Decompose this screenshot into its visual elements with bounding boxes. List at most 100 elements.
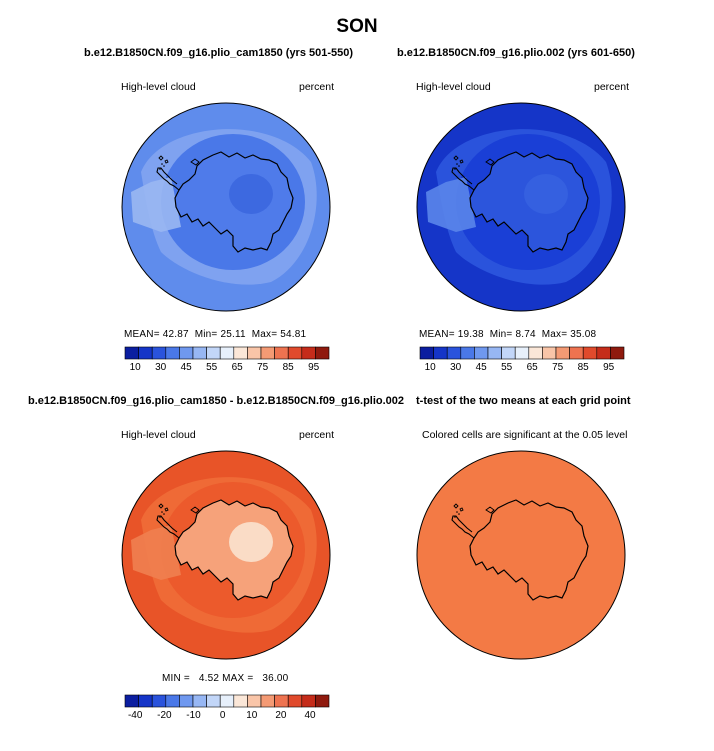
colorbar-swatch [287, 694, 303, 708]
colorbar-tick-label: 10 [130, 362, 142, 373]
island-coastline [164, 159, 169, 164]
antarctic-peninsula-coastline [451, 167, 475, 191]
panel2-max-value: 35.08 [570, 329, 597, 340]
colorbar-tick-label: 55 [501, 362, 513, 373]
colorbar-tick-label: -20 [157, 710, 172, 721]
island-dot [163, 165, 165, 167]
map-border [121, 102, 331, 312]
panel2-max-label: Max= [541, 329, 568, 340]
island-coastline [190, 158, 200, 166]
island-coastline [485, 506, 495, 514]
antarctica-coastline [174, 499, 294, 601]
colorbar-swatch [610, 346, 625, 360]
colorbar-swatch [179, 694, 194, 708]
island-dot [161, 511, 163, 513]
colorbar-swatch [138, 694, 153, 708]
colorbar-swatch [151, 694, 167, 708]
colorbar-swatch [514, 346, 530, 360]
panel2-min-value: 8.74 [515, 329, 536, 340]
colorbar-swatch [206, 694, 221, 708]
panel1-mean-value: 42.87 [162, 329, 189, 340]
colorbar-tick-label: 65 [232, 362, 244, 373]
colorbar-tick-label: 10 [425, 362, 437, 373]
colorbar-swatch [138, 346, 153, 360]
colorbar-swatch [596, 346, 611, 360]
colorbar-swatch [233, 346, 248, 360]
island-dot [454, 168, 456, 170]
island-dot [159, 516, 161, 518]
antarctic-peninsula-coastline [156, 167, 180, 191]
colorbar-tick-label: 55 [206, 362, 218, 373]
panel1-map [121, 102, 331, 312]
colorbar-tick-label: 95 [308, 362, 320, 373]
panel3-units-label: percent [299, 429, 335, 441]
panel3-title: b.e12.B1850CN.f09_g16.plio_cam1850 - b.e… [28, 395, 405, 407]
colorbar-swatch [460, 346, 475, 360]
colorbar-swatch [260, 346, 275, 360]
colorbar-swatch [206, 346, 221, 360]
panel4-note: Colored cells are significant at the 0.0… [422, 429, 628, 441]
island-coastline [158, 503, 164, 509]
colorbar-swatch [315, 694, 330, 708]
island-coastline [190, 506, 200, 514]
map-border [416, 450, 626, 660]
map-field [417, 451, 625, 659]
panel4-title: t-test of the two means at each grid poi… [416, 395, 631, 407]
colorbar-swatch [555, 346, 570, 360]
colorbar-swatch [192, 346, 207, 360]
colorbar-swatch [446, 346, 462, 360]
figure-title: SON [336, 16, 378, 37]
colorbar-swatch [219, 694, 235, 708]
island-dot [458, 513, 460, 515]
colorbar-swatch [301, 346, 316, 360]
panel2-mean-value: 19.38 [457, 329, 484, 340]
map-coastal-field [131, 177, 181, 232]
colorbar-tick-label: 75 [552, 362, 564, 373]
panel4-map [416, 450, 626, 660]
map-interior-field [229, 174, 273, 214]
colorbar-swatch [433, 346, 448, 360]
colorbar-tick-label: 10 [246, 710, 258, 721]
panel2-variable-label: High-level cloud [416, 81, 491, 93]
panel1-max-value: 54.81 [280, 329, 307, 340]
colorbar-tick-label: 65 [527, 362, 539, 373]
panel1-min-label: Min= [194, 329, 218, 340]
island-dot [159, 168, 161, 170]
island-coastline [453, 155, 459, 161]
colorbar-swatch [542, 346, 557, 360]
panel3-max-value: 36.00 [262, 673, 289, 684]
map-interior-field [229, 522, 273, 562]
panel3-variable-label: High-level cloud [121, 429, 196, 441]
panel3-max-label: MAX = [222, 673, 254, 684]
island-coastline [164, 507, 169, 512]
colorbar-swatch [192, 694, 207, 708]
colorbar-tick-label: 95 [603, 362, 615, 373]
colorbar-tick-label: 45 [476, 362, 488, 373]
colorbar-swatch [151, 346, 167, 360]
antarctic-peninsula-coastline [451, 515, 475, 539]
panel1-min-value: 25.11 [220, 329, 246, 340]
colorbar-tick-label: 75 [257, 362, 269, 373]
panel1-title: b.e12.B1850CN.f09_g16.plio_cam1850 (yrs … [84, 47, 354, 59]
colorbar-tick-label: 40 [304, 710, 316, 721]
colorbar-tick-label: 45 [181, 362, 193, 373]
antarctica-coastline [174, 151, 294, 253]
island-coastline [459, 159, 464, 164]
colorbar-swatch [165, 346, 180, 360]
colorbar-tick-label: -40 [128, 710, 143, 721]
colorbar-swatch [528, 346, 543, 360]
colorbar-swatch [582, 346, 598, 360]
panel2-colorbar: 10 30 45 55 65 75 85 95 [419, 346, 625, 373]
antarctica-coastline [469, 151, 589, 253]
colorbar-swatch [247, 694, 262, 708]
island-coastline [459, 507, 464, 512]
map-border [416, 102, 626, 312]
colorbar-swatch [501, 346, 516, 360]
island-coastline [453, 503, 459, 509]
panel1-stats: MEAN= 42.87 Min= 25.11 Max= 54.81 [124, 329, 306, 340]
map-coastal-field [426, 177, 476, 232]
map-coastal-field [131, 525, 181, 580]
colorbar-tick-label: -10 [186, 710, 201, 721]
island-dot [163, 513, 165, 515]
colorbar-swatch [260, 694, 275, 708]
